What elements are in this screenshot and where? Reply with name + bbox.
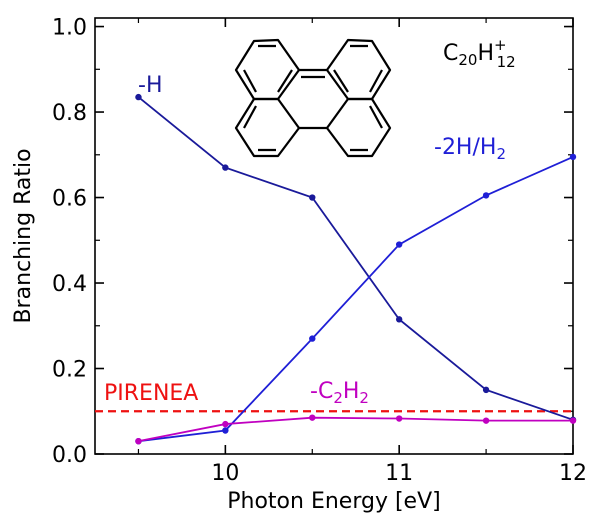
y-tick-label: 1.0 [52,16,87,41]
data-point [309,414,316,421]
data-point [395,415,403,422]
x-tick-label: 11 [385,461,413,486]
data-point [482,417,490,424]
annotation-2h-h2-main: -2H/H [434,135,496,160]
data-point [222,420,229,428]
annotation-2h-h2: -2H/H2 [434,135,506,163]
formula-h: H [477,41,494,66]
annotation-c2h2-sub2: 2 [359,389,369,407]
y-tick-label: 0.8 [52,101,87,126]
annotation-c2h2-mid: H [343,379,360,404]
y-tick-label: 0.0 [52,443,87,468]
y-axis-title: Branching Ratio [11,148,36,323]
annotation-c2h2: -C2H2 [310,379,369,407]
data-point [135,437,142,445]
data-point [482,386,490,394]
y-tick-label: 0.6 [52,187,87,212]
data-point [569,153,577,161]
data-point [309,335,316,342]
series-line-2 [138,416,573,443]
data-point [135,93,142,101]
data-point [222,164,229,171]
data-point [395,241,403,248]
x-tick-label: 10 [211,461,239,486]
data-point [309,194,316,201]
x-axis-title: Photon Energy [eV] [227,489,440,514]
formula-c: C [443,41,458,66]
y-tick-label: 0.4 [52,272,87,297]
annotation-h: -H [138,73,162,98]
x-tick-label: 12 [559,461,587,486]
data-point [222,427,229,434]
series-group [135,93,577,445]
formula-sup-plus: + [494,36,507,54]
annotation-pirenea: PIRENEA [104,381,198,406]
annotation-c2h2-sub1: 2 [333,389,343,407]
series-line-1 [138,156,574,443]
annotation-2h-h2-sub: 2 [496,145,506,163]
series-line-0 [137,96,574,421]
molecular-formula: C20H+ 12 [443,36,516,71]
y-tick-label: 0.2 [52,358,87,383]
formula-sub-12: 12 [497,53,516,71]
plot-frame [94,17,574,455]
y-axis-ticks: 0.0 0.2 0.4 0.6 0.8 1.0 [52,16,573,468]
formula-sub-20: 20 [458,51,477,69]
data-point [569,417,577,424]
x-axis-ticks: 10 11 12 [137,18,587,486]
data-point [395,316,403,323]
data-point [482,192,490,199]
perylene-structure-icon [234,38,392,158]
annotation-c2h2-prefix: -C [310,379,333,404]
